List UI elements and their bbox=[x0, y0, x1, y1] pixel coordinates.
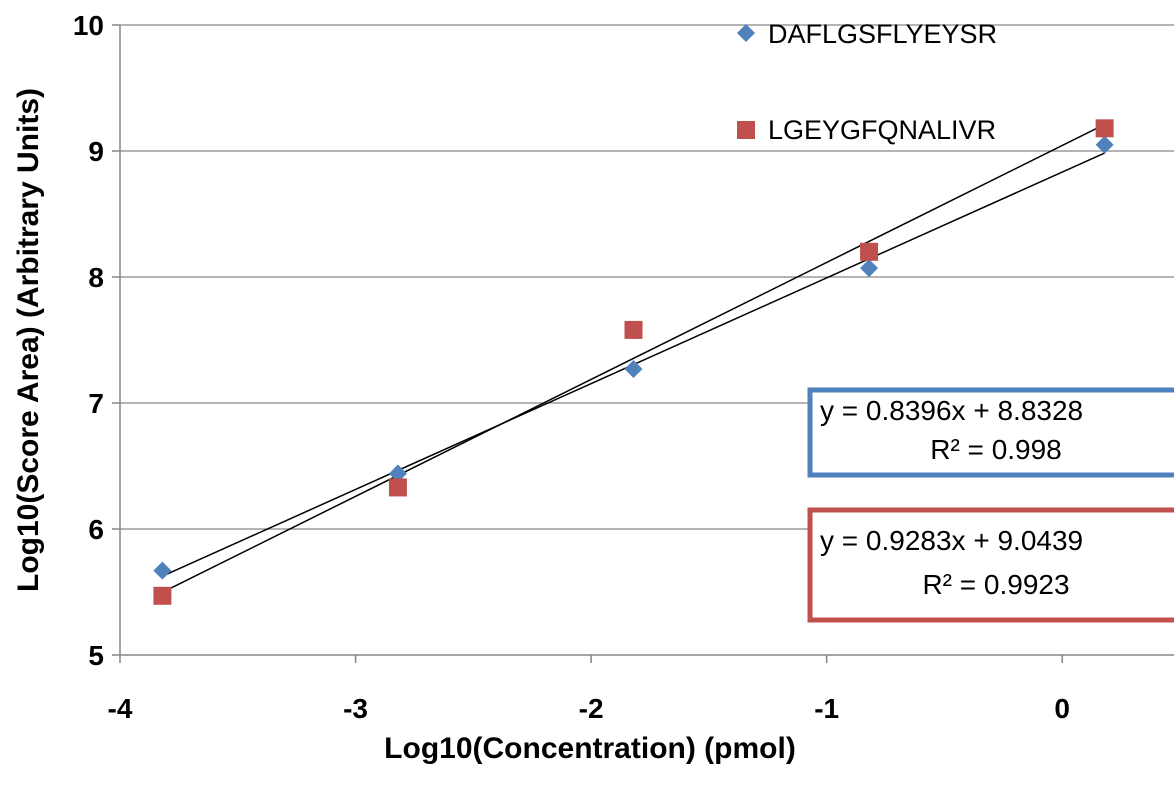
x-axis-title: Log10(Concentration) (pmol) bbox=[384, 732, 796, 765]
data-point-daflgsflyeysr bbox=[860, 259, 879, 278]
equation-box-red: y = 0.9283x + 9.0439 R² = 0.9923 bbox=[807, 507, 1174, 623]
equation-box-blue: y = 0.8396x + 8.8328 R² = 0.998 bbox=[807, 387, 1174, 478]
data-point-lgeygfqnalivr bbox=[624, 320, 643, 339]
data-point-daflgsflyeysr bbox=[388, 464, 407, 483]
y-tick-label: 7 bbox=[88, 388, 104, 419]
y-tick-label: 8 bbox=[88, 262, 104, 293]
data-point-daflgsflyeysr bbox=[1095, 135, 1114, 154]
legend-label-daflgsflyeysr: DAFLGSFLYEYSR bbox=[768, 19, 997, 49]
x-tick-label: -2 bbox=[579, 693, 604, 724]
data-point-daflgsflyeysr bbox=[153, 561, 172, 580]
y-axis-title: Log10(Score Area) (Arbitrary Units) bbox=[12, 88, 45, 592]
y-tick-labels: 5 6 7 8 9 10 bbox=[73, 10, 104, 671]
legend-label-lgeygfqnalivr: LGEYGFQNALIVR bbox=[768, 115, 996, 145]
x-tick-label: 0 bbox=[1054, 693, 1070, 724]
y-tick-label: 9 bbox=[88, 136, 104, 167]
data-point-daflgsflyeysr bbox=[624, 359, 643, 378]
equation-box-border bbox=[807, 387, 1174, 478]
trendline-r-squared: R² = 0.998 bbox=[930, 434, 1062, 465]
y-tick-label: 5 bbox=[88, 640, 104, 671]
x-tick-label: -1 bbox=[814, 693, 839, 724]
trendline-lgeygfqnalivr bbox=[162, 123, 1105, 593]
equation-box-border bbox=[807, 507, 1174, 623]
data-point-lgeygfqnalivr bbox=[153, 586, 172, 605]
axes bbox=[112, 24, 1174, 663]
x-tick-label: -3 bbox=[343, 693, 368, 724]
y-tick-label: 6 bbox=[88, 514, 104, 545]
data-point-lgeygfqnalivr bbox=[388, 478, 407, 497]
trendline-equation: y = 0.8396x + 8.8328 bbox=[820, 395, 1083, 426]
data-point-lgeygfqnalivr bbox=[1095, 119, 1114, 138]
legend-marker-lgeygfqnalivr bbox=[737, 121, 755, 139]
data-point-lgeygfqnalivr bbox=[860, 242, 879, 261]
legend-marker-daflgsflyeysr bbox=[737, 24, 755, 42]
legend: DAFLGSFLYEYSR LGEYGFQNALIVR bbox=[737, 19, 997, 145]
y-tick-label: 10 bbox=[73, 10, 104, 41]
x-tick-labels: -4 -3 -2 -1 0 bbox=[108, 693, 1070, 724]
trendline-equation: y = 0.9283x + 9.0439 bbox=[820, 525, 1083, 556]
x-tick-label: -4 bbox=[108, 693, 133, 724]
trendline-r-squared: R² = 0.9923 bbox=[922, 569, 1069, 600]
data-points bbox=[153, 119, 1114, 605]
